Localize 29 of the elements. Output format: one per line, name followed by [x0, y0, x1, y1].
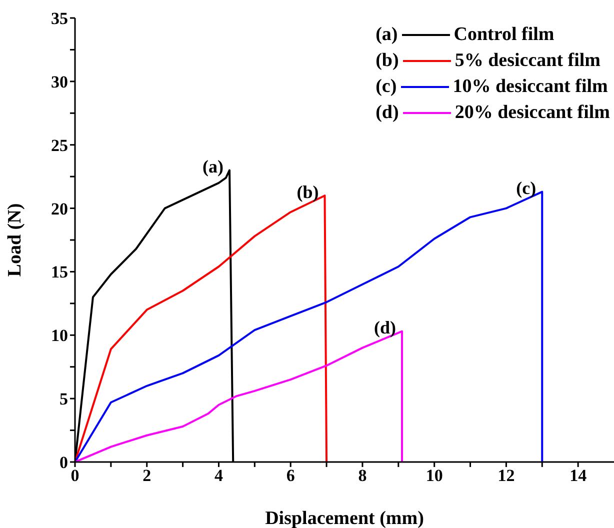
- y-tick-label: 10: [51, 326, 68, 346]
- annotation: (b): [296, 182, 319, 202]
- legend-label: 10% desiccant film: [452, 75, 608, 99]
- y-tick-label: 0: [60, 453, 68, 472]
- y-tick-label: 35: [51, 9, 68, 28]
- text: (d): [376, 102, 399, 123]
- y-axis-title: Load (N): [4, 203, 26, 277]
- x-tick-label: 8: [358, 466, 367, 486]
- text: (c): [376, 76, 397, 97]
- y-tick-label: 25: [51, 136, 68, 155]
- x-tick-label: 12: [498, 466, 515, 486]
- annotation: (c): [516, 178, 536, 198]
- annotation: (d): [374, 318, 396, 338]
- annotation: (a): [202, 156, 224, 177]
- text: (b): [376, 50, 399, 71]
- y-tick-label: 15: [51, 262, 68, 282]
- y-tick-label: 30: [51, 72, 68, 92]
- y-tick-label: 20: [51, 199, 68, 218]
- legend-label: 5% desiccant film: [454, 49, 600, 73]
- x-tick-label: 14: [570, 466, 588, 486]
- x-tick-label: 6: [286, 466, 295, 486]
- x-tick-label: 2: [142, 466, 152, 486]
- legend-label: 20% desiccant film: [454, 101, 610, 125]
- x-tick-label: 10: [426, 466, 443, 486]
- x-axis-title: Displacement (mm): [265, 508, 424, 528]
- text: (a): [376, 24, 398, 45]
- y-tick-label: 5: [60, 390, 68, 409]
- legend-label: Control film: [454, 23, 554, 47]
- x-tick-label: 4: [214, 466, 224, 486]
